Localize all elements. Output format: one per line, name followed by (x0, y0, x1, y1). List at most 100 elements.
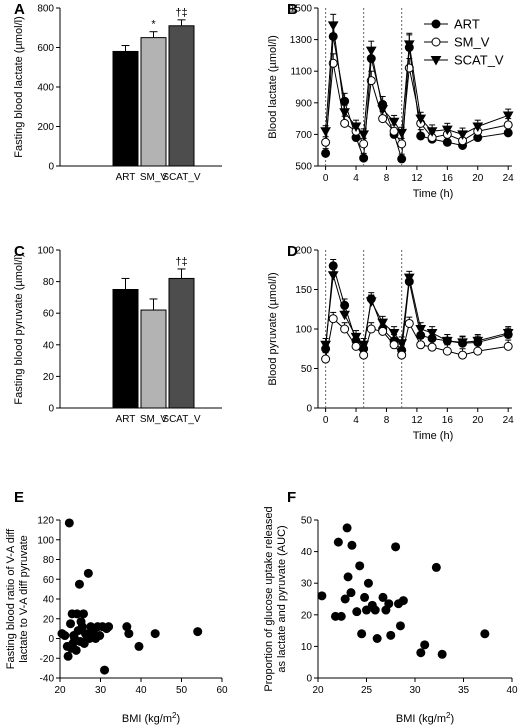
data-point (60, 631, 70, 641)
x-tick-label: 25 (361, 685, 373, 696)
data-point (480, 629, 490, 639)
x-tick-label: 0 (323, 415, 329, 426)
data-point (343, 572, 353, 582)
data-point (404, 318, 414, 328)
x-tick-label: 8 (384, 173, 390, 184)
data-point (339, 108, 350, 118)
y-tick-label: 40 (301, 547, 313, 558)
series-line (325, 275, 509, 346)
y-tick-label: 120 (37, 516, 54, 527)
x-axis-label: BMI (kg/m2) (396, 711, 454, 725)
data-point (378, 114, 388, 124)
data-point (388, 328, 400, 339)
legend-label: ART (454, 17, 480, 32)
data-point (389, 126, 399, 136)
data-point (66, 619, 76, 629)
bar-scat-v (168, 25, 195, 167)
series-scat-v (320, 13, 514, 140)
data-point (427, 342, 437, 352)
data-point (370, 605, 380, 615)
data-point (347, 540, 357, 550)
data-point (358, 130, 370, 140)
y-tick-label: 150 (295, 285, 312, 296)
data-point (321, 137, 331, 147)
data-point (336, 611, 346, 621)
category-label: ART (116, 414, 136, 425)
y-axis-label-line: lactate to V-A diff pyruvate (18, 535, 30, 663)
data-point (342, 523, 352, 533)
x-tick-label: 30 (409, 685, 421, 696)
y-tick-label: 0 (306, 674, 312, 685)
y-tick-label: 100 (295, 325, 312, 336)
y-tick-label: 700 (295, 130, 312, 141)
y-tick-label: 800 (37, 4, 54, 15)
data-point (441, 125, 453, 136)
x-axis-label-text: BMI (kg/m (396, 713, 446, 725)
x-tick-label: 24 (503, 415, 515, 426)
data-point (78, 609, 88, 619)
data-point (358, 340, 370, 351)
data-point (458, 350, 468, 360)
data-point (377, 318, 389, 329)
data-point (365, 297, 377, 307)
panel-A: A 0 200 400 600 800 Fasting blood lactate (µmo… (13, 1, 222, 183)
y-axis-label-line: Fasting blood ratio of V-A diff (5, 528, 17, 669)
x-axis-label-text: ) (176, 713, 180, 725)
data-point (397, 350, 407, 360)
data-point (396, 339, 408, 349)
data-point (100, 665, 110, 675)
data-point (327, 21, 339, 31)
data-point (360, 592, 370, 602)
y-tick-label: 100 (37, 535, 54, 546)
bar-art (112, 289, 139, 409)
data-point (340, 594, 350, 604)
data-point (95, 631, 105, 641)
x-tick-label: 8 (384, 415, 390, 426)
y-tick-label: 20 (43, 372, 55, 383)
panel-C: C 0 20 40 60 80 100 Fasting blood pyruvate (µmo… (13, 243, 222, 425)
y-tick-label: 30 (301, 579, 313, 590)
data-point (426, 328, 438, 339)
data-point (320, 340, 331, 351)
data-point (503, 120, 513, 130)
data-point (328, 314, 338, 324)
y-tick-label: 10 (301, 642, 313, 653)
bar-sm-v (140, 309, 167, 409)
data-point (359, 350, 369, 360)
data-point (395, 621, 405, 631)
data-point (327, 271, 339, 281)
y-tick-label: -20 (40, 654, 55, 665)
data-point (426, 127, 438, 137)
bar-sm-v (140, 37, 167, 167)
y-tick-label: 0 (306, 404, 312, 415)
data-point (384, 599, 394, 609)
y-tick-label: 60 (43, 309, 55, 320)
y-axis-label: Blood lactate (µmol/l) (267, 35, 279, 139)
data-point (77, 622, 87, 632)
legend-marker (431, 37, 441, 47)
panel-F: F 0 10 20 30 40 50 20 25 30 35 40 Proportion of gluc… (263, 489, 518, 725)
data-point (64, 518, 74, 528)
category-label: ART (116, 172, 136, 183)
y-axis-label: Fasting blood ratio of V-A difflactate t… (5, 528, 30, 669)
data-point (320, 127, 331, 137)
x-tick-label: 35 (458, 685, 470, 696)
x-tick-label: 16 (442, 173, 454, 184)
data-point (403, 40, 415, 50)
data-point (397, 154, 407, 164)
data-point (365, 46, 377, 57)
data-point (351, 341, 361, 351)
data-point (442, 346, 452, 356)
y-tick-label: 0 (48, 634, 54, 645)
data-point (359, 139, 369, 149)
x-tick-label: 40 (506, 685, 518, 696)
data-point (472, 336, 484, 347)
data-point (431, 562, 441, 572)
data-point (377, 105, 389, 115)
y-axis-label: Blood pyruvate (µmol/l) (267, 272, 279, 385)
data-point (340, 324, 350, 334)
x-tick-label: 12 (411, 173, 423, 184)
data-point (339, 310, 350, 321)
y-tick-label: 900 (295, 98, 312, 109)
data-point (416, 340, 426, 350)
